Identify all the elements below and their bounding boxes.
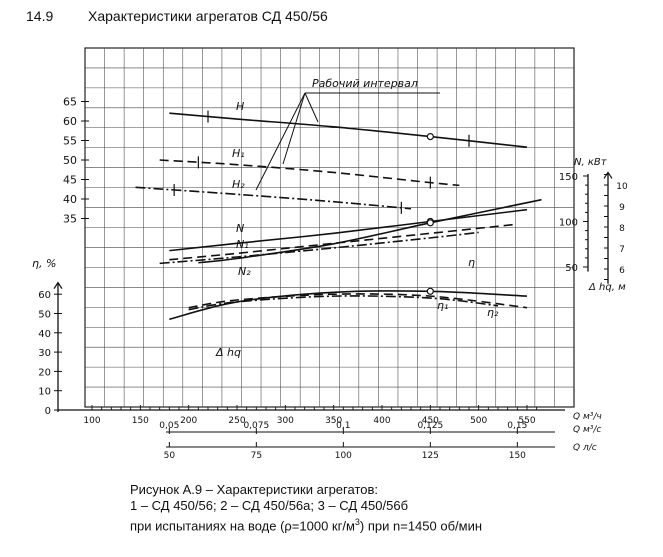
operating-point: [426, 219, 434, 227]
chart-curves: [135, 110, 542, 321]
q-m3s-axis-tick-label: 0,075: [243, 421, 269, 431]
curve-0: [169, 112, 528, 148]
series-label-2: H₂: [232, 178, 245, 191]
section-title: Характеристики агрегатов СД 450/56: [88, 8, 328, 24]
q-m3h-axis-tick-label: 400: [373, 416, 390, 426]
eta-axis-label: η, %: [32, 257, 56, 270]
dh-axis-label: Δ hq, м: [588, 282, 626, 293]
q-m3h-axis-label: Q м³/ч: [573, 412, 602, 422]
q-m3s-axis-tick-label: 0,125: [417, 421, 443, 431]
figure-caption: Рисунок А.9 – Характеристики агрегатов: …: [130, 482, 482, 534]
eta-axis-tick-label: 40: [38, 329, 51, 340]
annotation-leader-line: [255, 92, 306, 191]
q-ls-axis-tick-label: 150: [509, 451, 526, 461]
curve-1: [159, 159, 460, 187]
curve-5: [159, 231, 479, 265]
dh-axis-tick-label: 7: [619, 245, 625, 255]
q-ls-axis-tick-label: 100: [335, 451, 352, 461]
h-axis-tick-label: 45: [63, 174, 77, 187]
q-m3h-axis-tick-label: 100: [83, 416, 100, 426]
operating-point: [426, 133, 434, 141]
chart-labels: H H₁ H₂ N N₁ N₂ η η₁ η₂ Δ hq Рабочий интервал: [215, 77, 499, 359]
curve-8: [188, 295, 499, 311]
series-label-9: Δ hq: [215, 346, 241, 359]
q-m3h-axis-tick-label: 150: [132, 416, 149, 426]
q-ls-axis-tick-label: 50: [164, 451, 176, 461]
eta-axis-tick-label: 30: [38, 348, 51, 359]
h-axis-tick-label: 55: [63, 135, 77, 148]
caption-line-3-sup: 3: [354, 517, 360, 527]
q-m3s-axis-label: Q м³/с: [573, 425, 601, 435]
h-axis-tick-label: 60: [63, 115, 77, 128]
series-label-4: N₁: [236, 238, 249, 251]
curve-9: [198, 198, 542, 264]
q-m3h-axis-tick-label: 500: [470, 416, 487, 426]
q-m3s-axis-tick-label: 0,15: [507, 421, 527, 431]
eta-axis-tick-label: 10: [38, 387, 51, 398]
series-label-1: H₁: [232, 147, 245, 160]
q-m3h-axis-tick-label: 450: [422, 416, 439, 426]
curve-6: [169, 290, 528, 321]
eta-axis-tick-label: 60: [38, 290, 51, 301]
caption-line-3: при испытаниях на воде (ρ=1000 кг/м3) пр…: [130, 514, 482, 534]
dh-axis-tick-label: 10: [616, 182, 628, 192]
section-heading: 14.9 Характеристики агрегатов СД 450/56: [26, 8, 328, 24]
q-ls-axis-tick-label: 75: [251, 451, 262, 461]
eta-axis-tick-label: 0: [45, 406, 51, 417]
h-axis-tick-label: 40: [63, 193, 77, 206]
h-axis-tick-label: 50: [63, 154, 77, 167]
curve-2: [135, 186, 412, 210]
h-axis-tick-label: 35: [63, 213, 77, 226]
q-m3h-axis-tick-label: 200: [180, 416, 197, 426]
series-label-5: N₂: [238, 265, 251, 278]
series-label-8: η₂: [487, 306, 499, 319]
dh-axis-tick-label: 6: [619, 266, 625, 276]
caption-line-1: Рисунок А.9 – Характеристики агрегатов:: [130, 482, 378, 497]
annotation-leader-line: [304, 92, 319, 123]
q-m3h-axis-tick-label: 350: [325, 416, 342, 426]
n-axis-tick-label: 50: [565, 263, 578, 274]
dh-axis-tick-label: 9: [619, 203, 625, 213]
q-m3h-axis-tick-label: 300: [277, 416, 294, 426]
q-m3s-axis-tick-label: 0,05: [159, 421, 179, 431]
q-ls-axis-label: Q л/с: [573, 443, 597, 453]
operating-point: [426, 287, 434, 295]
eta-axis-tick-label: 20: [38, 367, 51, 378]
working-range-annotation: Рабочий интервал: [312, 77, 418, 90]
q-m3h-axis-tick-label: 250: [228, 416, 245, 426]
caption-line-3-pre: при испытаниях на воде (ρ=1000 кг/м: [130, 518, 355, 534]
eta-axis-arrow: [53, 281, 63, 289]
dh-axis-tick-label: 8: [619, 224, 625, 234]
series-label-0: H: [236, 100, 244, 113]
eta-axis-tick-label: 50: [38, 310, 51, 321]
chart-grid: [84, 47, 575, 408]
section-number: 14.9: [26, 8, 54, 24]
series-label-3: N: [236, 222, 244, 235]
n-axis-tick-label: 150: [559, 172, 578, 183]
series-label-6: η: [468, 256, 475, 269]
q-ls-axis-tick-label: 125: [422, 451, 439, 461]
h-axis-tick-label: 65: [63, 96, 77, 109]
n-axis-tick-label: 100: [559, 218, 578, 229]
caption-line-2: 1 – СД 450/56; 2 – СД 450/56а; 3 – СД 45…: [130, 498, 409, 513]
caption-line-3-post: ) при n=1450 об/мин: [359, 518, 483, 534]
series-label-7: η₁: [437, 299, 448, 312]
n-axis-label: N, кВт: [574, 157, 608, 168]
curve-4: [169, 223, 518, 261]
annotation-leader-line: [282, 92, 306, 165]
curve-7: [188, 293, 528, 309]
q-m3h-axis-tick-label: 550: [518, 416, 535, 426]
dh-axis-arrow: [603, 171, 613, 179]
q-m3s-axis-tick-label: 0,1: [336, 421, 350, 431]
curve-3: [169, 208, 528, 252]
